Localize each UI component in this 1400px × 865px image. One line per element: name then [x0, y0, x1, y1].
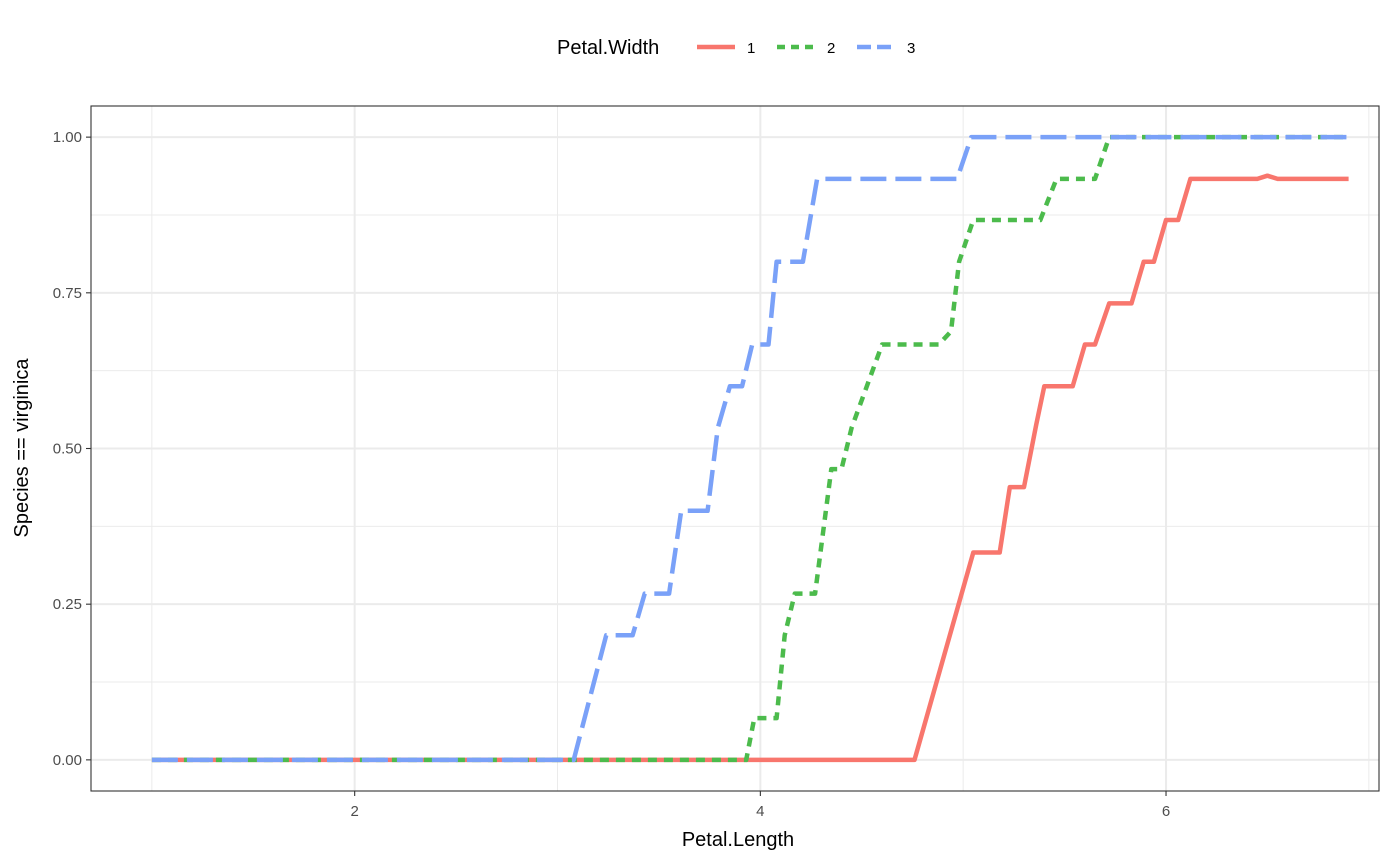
series-line-3 — [151, 134, 1349, 763]
major-gridlines — [91, 106, 1379, 791]
legend: Petal.Width 1 2 3 — [557, 37, 915, 59]
series-line-1 — [151, 173, 1349, 763]
y-tick-label: 0.25 — [53, 596, 82, 613]
y-tick-label: 0.75 — [53, 285, 82, 302]
legend-title: Petal.Width — [557, 37, 659, 59]
y-axis-title: Species == virginica — [11, 358, 33, 538]
x-tick-label: 2 — [351, 803, 359, 820]
x-tick-label: 6 — [1162, 803, 1170, 820]
legend-label-3: 3 — [907, 40, 915, 57]
y-tick-label: 0.00 — [53, 752, 82, 769]
y-axis: 0.00 0.25 0.50 0.75 1.00 — [53, 129, 91, 769]
x-axis: 2 4 6 — [351, 791, 1170, 820]
y-tick-label: 0.50 — [53, 441, 82, 458]
series-layer — [151, 134, 1349, 763]
x-tick-label: 4 — [756, 803, 764, 820]
legend-label-2: 2 — [827, 40, 835, 57]
series-line-2 — [151, 134, 1349, 763]
y-tick-label: 1.00 — [53, 129, 82, 146]
legend-label-1: 1 — [747, 40, 755, 57]
x-axis-title: Petal.Length — [682, 829, 794, 851]
